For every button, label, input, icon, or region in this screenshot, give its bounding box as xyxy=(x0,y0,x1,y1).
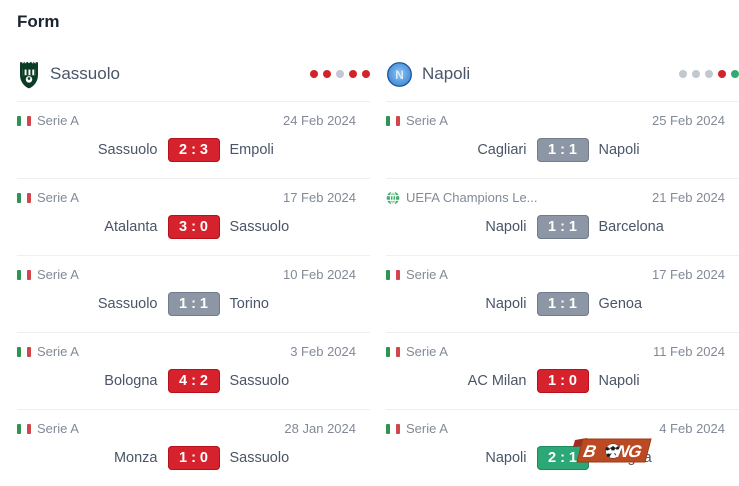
svg-text:N: N xyxy=(395,68,404,82)
svg-text:NG: NG xyxy=(614,441,643,461)
